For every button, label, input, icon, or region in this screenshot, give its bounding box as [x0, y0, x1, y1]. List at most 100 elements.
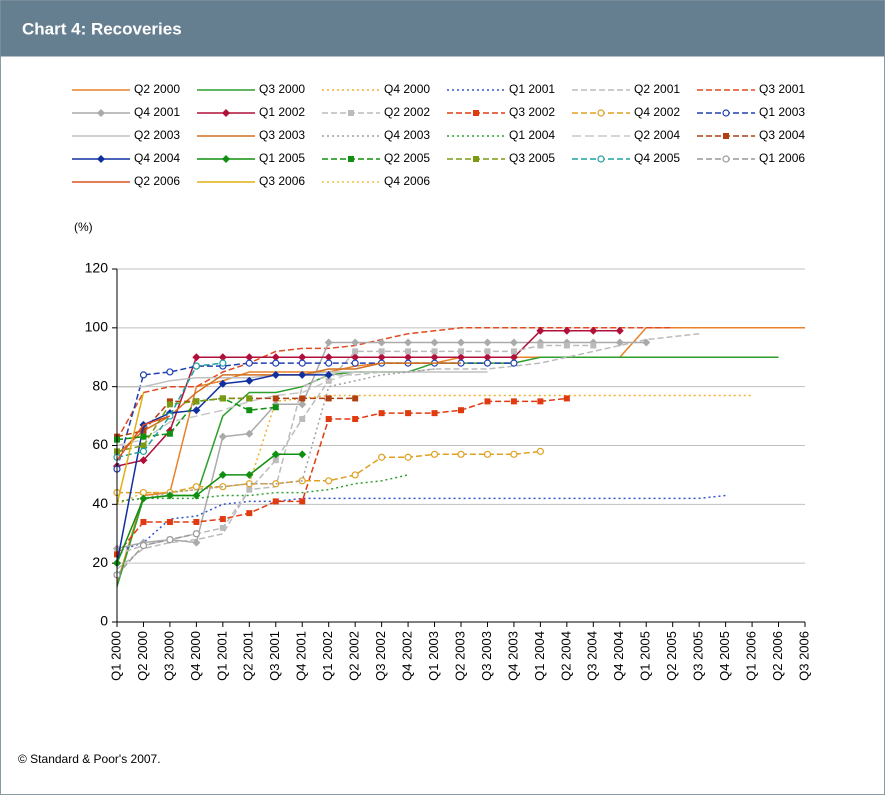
marker: [348, 110, 354, 116]
marker: [723, 133, 729, 139]
x-tick-label: Q3 2000: [161, 631, 176, 681]
x-tick-label: Q4 2000: [188, 631, 203, 681]
marker: [458, 348, 464, 355]
marker: [510, 450, 518, 458]
marker: [473, 156, 479, 162]
marker: [219, 395, 226, 402]
marker: [510, 359, 518, 367]
marker: [404, 338, 413, 347]
marker: [431, 348, 438, 355]
marker: [140, 427, 147, 434]
marker: [299, 395, 306, 402]
y-tick-label: 120: [85, 260, 109, 276]
marker: [615, 326, 624, 335]
marker: [218, 432, 227, 441]
marker: [483, 359, 492, 367]
x-tick-label: Q1 2000: [108, 631, 123, 681]
x-tick-label: Q1 2005: [638, 631, 653, 681]
marker: [246, 407, 253, 414]
marker: [246, 395, 253, 402]
marker: [351, 338, 360, 347]
y-tick-label: 0: [100, 613, 108, 629]
marker: [139, 447, 148, 455]
marker: [378, 410, 385, 417]
marker: [457, 450, 465, 458]
series-line: [116, 453, 303, 564]
legend-label: Q2 2004: [634, 128, 680, 142]
marker: [722, 109, 730, 117]
marker: [166, 368, 174, 376]
marker: [430, 450, 439, 458]
marker: [166, 401, 173, 408]
marker: [404, 353, 413, 362]
marker: [615, 338, 624, 347]
legend-label: Q4 2003: [384, 128, 430, 142]
x-tick-label: Q3 2003: [479, 631, 494, 681]
marker: [193, 518, 200, 525]
marker: [473, 110, 479, 116]
series-line: [116, 362, 223, 459]
header: [0, 0, 885, 57]
x-tick-label: Q3 2001: [267, 631, 282, 681]
marker: [166, 536, 174, 544]
marker: [597, 155, 605, 163]
marker: [352, 416, 359, 423]
marker: [351, 359, 359, 367]
marker: [325, 416, 332, 423]
legend-label: Q1 2002: [259, 105, 305, 119]
marker: [140, 518, 147, 525]
legend-label: Q1 2001: [509, 82, 555, 96]
marker: [536, 447, 544, 455]
legend-label: Q2 2006: [134, 174, 180, 188]
legend-label: Q4 2002: [634, 105, 680, 119]
marker: [458, 407, 464, 414]
marker: [510, 398, 517, 405]
marker: [139, 456, 148, 465]
x-tick-label: Q1 2006: [744, 631, 759, 681]
marker: [430, 338, 439, 347]
legend-label: Q1 2003: [759, 105, 805, 119]
legend-label: Q3 2001: [759, 82, 805, 96]
marker: [430, 353, 439, 362]
marker: [510, 348, 517, 355]
marker: [193, 398, 200, 405]
marker: [483, 353, 492, 362]
marker: [457, 338, 465, 347]
legend-label: Q3 2002: [509, 105, 555, 119]
marker: [299, 416, 306, 423]
legend-label: Q2 2001: [634, 82, 680, 96]
marker: [166, 518, 173, 525]
legend-label: Q1 2006: [759, 151, 805, 165]
legend-label: Q2 2005: [384, 151, 430, 165]
series-line: [116, 397, 250, 453]
marker: [192, 491, 201, 500]
x-tick-label: Q1 2003: [426, 631, 441, 681]
x-tick-label: Q4 2004: [611, 631, 626, 681]
marker: [642, 338, 651, 347]
marker: [165, 491, 174, 500]
marker: [377, 338, 386, 347]
series-line: [116, 494, 726, 553]
x-tick-label: Q2 2006: [770, 631, 785, 681]
series-line: [116, 394, 753, 505]
marker: [722, 155, 730, 163]
marker: [140, 442, 147, 449]
legend-label: Q2 2003: [134, 128, 180, 142]
marker: [351, 353, 360, 362]
marker: [457, 353, 465, 362]
x-tick-label: Q1 2002: [320, 631, 335, 681]
marker: [298, 450, 307, 459]
x-tick-label: Q2 2005: [664, 631, 679, 681]
marker: [509, 338, 518, 347]
y-axis-label: (%): [74, 220, 93, 234]
x-tick-label: Q4 2001: [294, 631, 309, 681]
marker: [351, 471, 359, 479]
marker: [192, 362, 200, 370]
marker: [271, 370, 280, 379]
marker: [378, 348, 385, 355]
marker: [298, 400, 307, 409]
x-tick-label: Q3 2002: [373, 631, 388, 681]
legend-label: Q3 2000: [259, 82, 305, 96]
footnote: © Standard & Poor's 2007.: [18, 752, 161, 766]
